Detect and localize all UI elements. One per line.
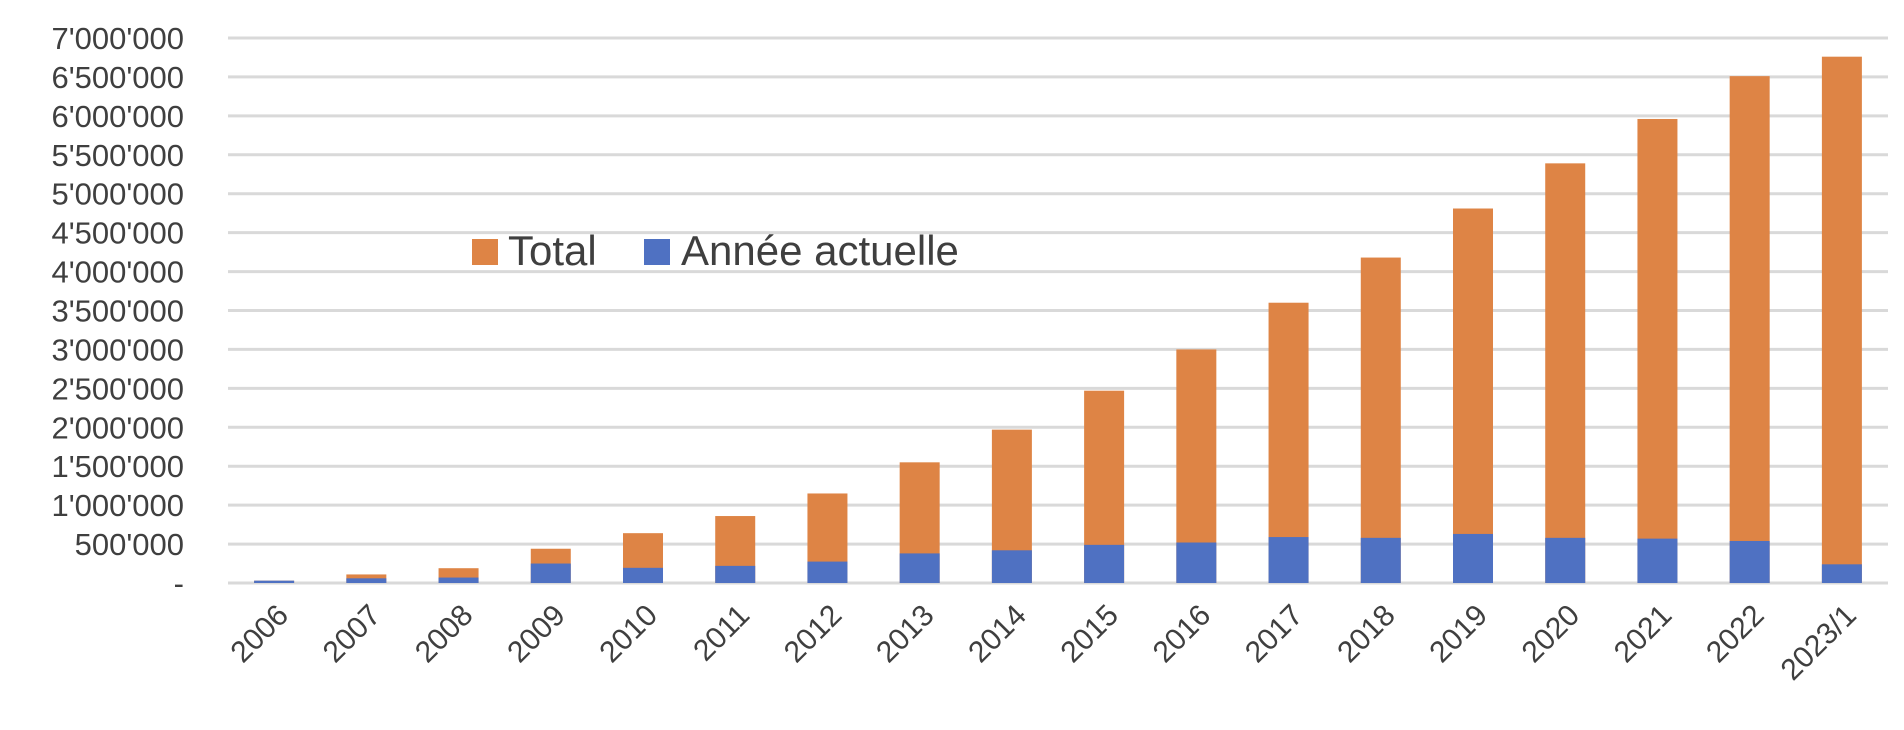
y-tick-label: - [174, 566, 184, 601]
bar-annee-actuelle-2007 [346, 578, 387, 583]
y-tick-label: 4'500'000 [51, 216, 184, 251]
bar-annee-actuelle-2016 [1176, 542, 1217, 583]
y-tick-label: 6'500'000 [51, 60, 184, 95]
x-tick-label: 2022 [1700, 599, 1771, 670]
bar-annee-actuelle-2022 [1729, 540, 1770, 583]
bar-annee-actuelle-2019 [1453, 533, 1493, 583]
y-tick-label: 6'000'000 [51, 99, 184, 134]
x-tick-label: 2009 [501, 599, 572, 670]
legend-swatch-total [472, 239, 498, 265]
bar-total-2022 [1729, 76, 1770, 584]
y-tick-label: 1'500'000 [51, 449, 184, 484]
y-tick-label: 4'000'000 [51, 255, 184, 290]
bar-total-2021 [1637, 118, 1678, 583]
x-tick-label: 2013 [870, 599, 941, 670]
y-tick-label: 5'500'000 [51, 138, 184, 173]
y-tick-label: 2'000'000 [51, 410, 184, 445]
bar-total-2018 [1360, 257, 1401, 583]
x-tick-label: 2006 [225, 599, 296, 670]
legend: Total Année actuelle [472, 227, 959, 274]
x-tick-label: 2011 [687, 599, 756, 668]
x-tick-label: 2021 [1608, 599, 1679, 670]
bar-total-2017 [1268, 302, 1309, 583]
bar-annee-actuelle-2011 [715, 565, 756, 583]
bar-annee-actuelle-2013 [899, 553, 940, 583]
y-tick-label: 2'500'000 [51, 371, 184, 406]
bar-annee-actuelle-2015 [1084, 544, 1125, 583]
x-axis-tick-labels: 2006 2007 2008 2009 2010 2011 2012 2013 2014 2015… [225, 599, 1863, 687]
bar-annee-actuelle-2023-1 [1821, 564, 1862, 583]
y-tick-label: 1'000'000 [51, 488, 184, 523]
bar-annee-actuelle-2010 [623, 567, 663, 583]
bar-total-2019 [1453, 208, 1493, 583]
bar-annee-actuelle-2017 [1268, 537, 1309, 583]
bar-annee-actuelle-2006 [254, 580, 295, 583]
bar-annee-actuelle-2012 [807, 561, 848, 583]
x-tick-label: 2017 [1239, 599, 1310, 670]
bar-total-2020 [1545, 163, 1586, 583]
bar-annee-actuelle-2008 [438, 577, 479, 583]
bar-annee-actuelle-2020 [1545, 537, 1586, 583]
y-tick-label: 3'000'000 [51, 332, 184, 367]
x-tick-label: 2015 [1055, 599, 1126, 670]
bar-annee-actuelle-2021 [1637, 538, 1678, 583]
gridlines [228, 36, 1888, 585]
x-tick-label: 2010 [593, 599, 664, 670]
x-tick-label: 2008 [409, 599, 480, 670]
x-tick-label: 2007 [317, 599, 388, 670]
x-tick-label: 2014 [962, 599, 1033, 670]
legend-swatch-annee-actuelle [644, 239, 670, 265]
x-tick-label: 2018 [1331, 599, 1402, 670]
y-tick-label: 500'000 [75, 527, 184, 562]
bar-annee-actuelle-2014 [991, 550, 1032, 583]
bar-annee-actuelle-2009 [530, 563, 571, 583]
x-tick-label: 2016 [1147, 599, 1218, 670]
bar-total-2023-1 [1821, 56, 1862, 583]
bars [254, 56, 1862, 584]
legend-label-annee-actuelle: Année actuelle [681, 227, 959, 274]
x-tick-label: 2019 [1423, 599, 1494, 670]
x-tick-label: 2012 [778, 599, 849, 670]
y-tick-label: 3'500'000 [51, 294, 184, 329]
y-tick-label: 5'000'000 [51, 177, 184, 212]
x-tick-label: 2023/1 [1775, 599, 1863, 687]
y-tick-label: 7'000'000 [51, 21, 184, 56]
legend-label-total: Total [508, 227, 597, 274]
y-axis-tick-labels: - 500'000 1'000'000 1'500'000 2'000'000 2'500… [51, 21, 184, 601]
x-tick-label: 2020 [1516, 599, 1587, 670]
bar-annee-actuelle-2018 [1360, 537, 1401, 583]
